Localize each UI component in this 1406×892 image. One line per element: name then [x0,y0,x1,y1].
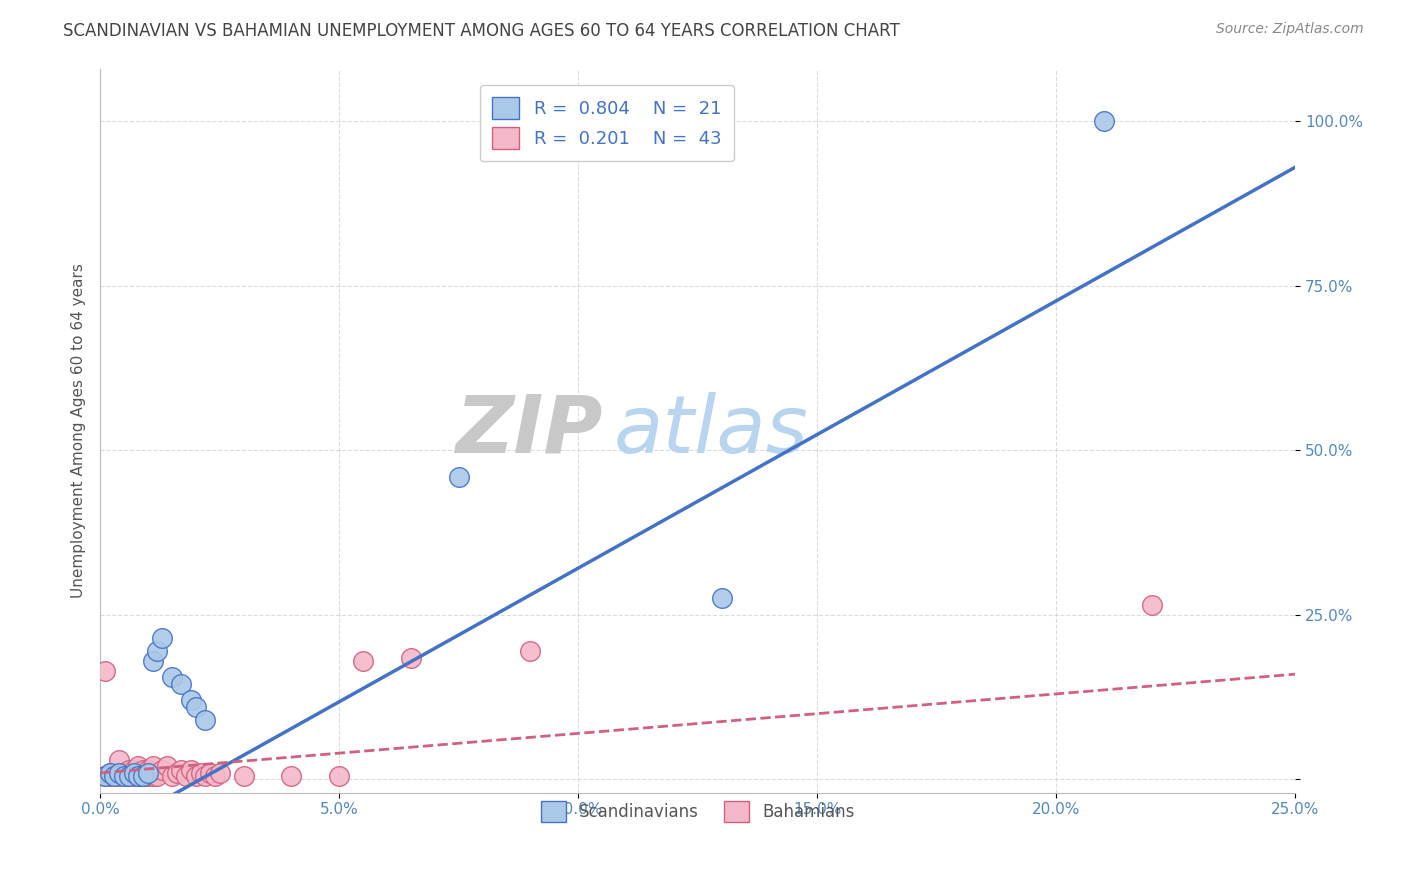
Point [127,759,149,773]
Point [127,769,149,783]
Point [184,700,207,714]
Point [280,769,302,783]
Point [142,759,165,773]
Point [112,765,135,780]
Point [160,769,183,783]
Text: SCANDINAVIAN VS BAHAMIAN UNEMPLOYMENT AMONG AGES 60 TO 64 YEARS CORRELATION CHAR: SCANDINAVIAN VS BAHAMIAN UNEMPLOYMENT AM… [63,22,900,40]
Point [122,763,145,777]
Point [103,769,125,783]
Point [174,769,197,783]
Point [208,765,231,780]
Point [136,765,159,780]
Point [127,769,149,783]
Point [170,763,193,777]
Point [198,765,221,780]
Point [122,765,145,780]
Point [184,769,207,783]
Point [142,654,165,668]
Text: ZIP: ZIP [454,392,602,469]
Y-axis label: Unemployment Among Ages 60 to 64 years: Unemployment Among Ages 60 to 64 years [72,263,86,598]
Point [150,763,173,777]
Point [98,769,121,783]
Point [132,769,155,783]
Point [103,769,125,783]
Point [180,693,202,707]
Point [1140,598,1163,612]
Point [136,769,159,783]
Point [118,769,141,783]
Point [160,670,183,684]
Point [118,763,141,777]
Point [112,769,135,783]
Point [94,769,117,783]
Point [132,763,155,777]
Point [232,769,254,783]
Point [94,769,117,783]
Point [150,631,173,645]
Point [447,469,470,483]
Point [108,753,131,767]
Point [136,763,159,777]
Point [399,650,422,665]
Point [132,769,155,783]
Point [146,644,169,658]
Point [190,765,212,780]
Point [94,664,117,678]
Point [103,765,125,780]
Point [108,769,131,783]
Point [166,765,188,780]
Point [118,769,141,783]
Text: Source: ZipAtlas.com: Source: ZipAtlas.com [1216,22,1364,37]
Point [1092,114,1115,128]
Point [122,769,145,783]
Point [170,677,193,691]
Point [204,769,226,783]
Point [108,765,131,780]
Point [112,769,135,783]
Point [352,654,374,668]
Point [180,763,202,777]
Point [98,765,121,780]
Legend: Scandinavians, Bahamians: Scandinavians, Bahamians [527,788,868,835]
Point [98,765,121,780]
Point [142,769,165,783]
Point [328,769,350,783]
Point [519,644,541,658]
Text: atlas: atlas [614,392,808,469]
Point [146,769,169,783]
Point [194,713,217,727]
Point [156,759,179,773]
Point [194,769,217,783]
Point [710,591,733,606]
